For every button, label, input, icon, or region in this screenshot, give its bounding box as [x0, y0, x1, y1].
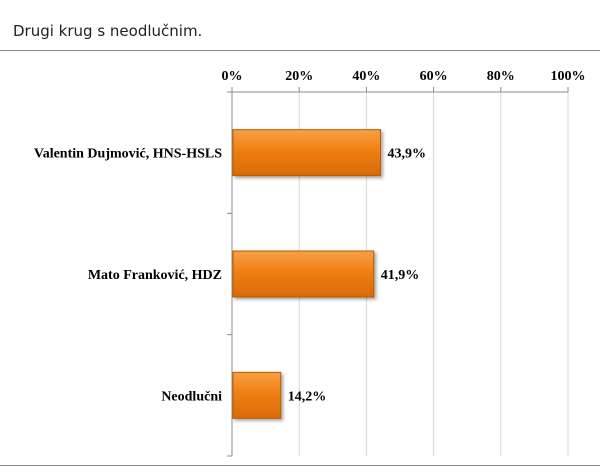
category-label: Valentin Dujmović, HNS-HSLS — [34, 147, 222, 162]
labels: 0% 20% 40% 60% 80% 100% Valentin Dujmović, HNS… — [34, 69, 586, 404]
bars — [232, 129, 382, 419]
category-label: Neodlučni — [161, 389, 222, 404]
chart-axes — [227, 87, 569, 457]
data-label: 14,2% — [288, 389, 327, 404]
x-tick-label: 100% — [551, 69, 586, 84]
page-title: Drugi krug s neodlučnim. — [13, 22, 203, 40]
x-tick-label: 60% — [420, 69, 448, 84]
x-tick-label: 0% — [222, 69, 243, 84]
footer-divider — [0, 465, 600, 466]
data-label: 43,9% — [388, 147, 427, 162]
header-divider — [0, 50, 600, 51]
x-tick-label: 40% — [352, 69, 380, 84]
bar — [232, 129, 382, 177]
category-label: Mato Franković, HDZ — [88, 268, 222, 283]
x-tick-label: 80% — [487, 69, 515, 84]
data-label: 41,9% — [381, 268, 420, 283]
x-tick-label: 20% — [285, 69, 313, 84]
bar — [232, 250, 375, 298]
bar — [232, 371, 282, 419]
